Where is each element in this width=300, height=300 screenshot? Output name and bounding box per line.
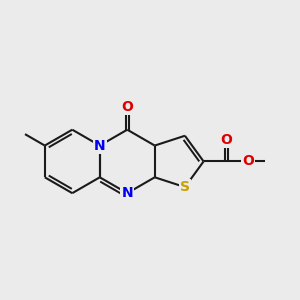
Text: N: N [94,139,106,153]
Text: N: N [122,186,133,200]
Text: O: O [220,133,232,147]
Text: S: S [180,180,190,194]
Text: O: O [121,100,133,114]
Text: O: O [242,154,254,168]
